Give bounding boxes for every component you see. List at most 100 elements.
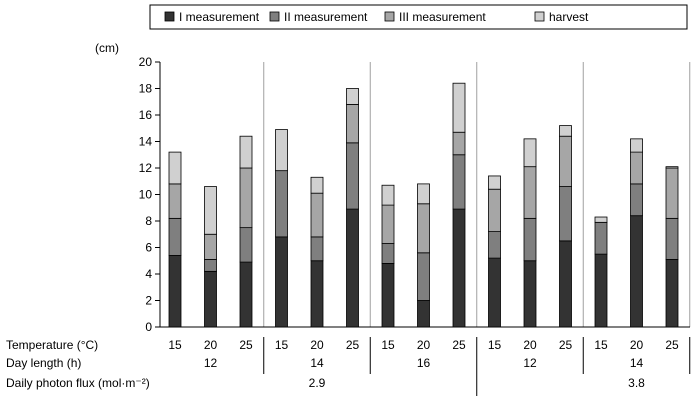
bar-segment bbox=[168, 183, 182, 219]
photon-flux-cell: 3.8 bbox=[628, 376, 645, 390]
bar-segment bbox=[417, 203, 430, 254]
y-tick-label: 16 bbox=[139, 108, 153, 122]
bar-segment bbox=[310, 176, 324, 194]
bar-segment bbox=[381, 204, 395, 244]
temperature-cell: 15 bbox=[381, 338, 395, 352]
bar-segment bbox=[594, 216, 608, 223]
bar-segment bbox=[665, 217, 679, 260]
bar-segment bbox=[488, 257, 501, 328]
temperature-cell: 15 bbox=[488, 338, 502, 352]
day-length-cell: 16 bbox=[417, 356, 431, 370]
bar-segment bbox=[417, 183, 430, 205]
bar-segment bbox=[239, 227, 253, 263]
temperature-cell: 20 bbox=[310, 338, 324, 352]
bar-segment bbox=[665, 166, 679, 169]
y-tick-label: 4 bbox=[145, 267, 152, 281]
bar-segment bbox=[275, 129, 288, 172]
table-row-label: Day length (h) bbox=[6, 356, 81, 370]
temperature-cell: 25 bbox=[239, 338, 253, 352]
bar-segment bbox=[452, 154, 466, 210]
bar-segment bbox=[168, 217, 182, 256]
temperature-cell: 25 bbox=[346, 338, 360, 352]
y-tick-label: 6 bbox=[145, 241, 152, 255]
bar-segment bbox=[275, 236, 288, 328]
bar-segment bbox=[594, 221, 608, 255]
legend-box bbox=[149, 4, 688, 30]
bar-segment bbox=[346, 104, 359, 144]
bar-segment bbox=[310, 260, 324, 328]
bar-segment bbox=[310, 192, 324, 238]
temperature-cell: 20 bbox=[204, 338, 218, 352]
y-tick-label: 20 bbox=[139, 55, 153, 69]
legend-swatch bbox=[164, 11, 175, 22]
bar-segment bbox=[381, 243, 395, 264]
bar-segment bbox=[665, 167, 679, 219]
temperature-cell: 15 bbox=[168, 338, 182, 352]
temperature-cell: 15 bbox=[594, 338, 608, 352]
bar-segment bbox=[452, 208, 466, 328]
bar-segment bbox=[239, 261, 253, 328]
legend-swatch bbox=[269, 11, 280, 22]
bar-segment bbox=[523, 138, 537, 168]
bar-segment bbox=[630, 138, 643, 153]
bar-segment bbox=[275, 170, 288, 238]
temperature-cell: 15 bbox=[275, 338, 289, 352]
temperature-cell: 20 bbox=[523, 338, 537, 352]
bar-segment bbox=[346, 142, 359, 210]
bar-segment bbox=[630, 151, 643, 185]
temperature-cell: 25 bbox=[559, 338, 573, 352]
chart-legend: I measurement II measurement III measureme… bbox=[149, 4, 688, 30]
day-length-cell: 14 bbox=[310, 356, 324, 370]
bars bbox=[168, 82, 679, 328]
bar-segment bbox=[559, 186, 572, 242]
legend-label: III measurement bbox=[399, 10, 486, 24]
bar-segment bbox=[168, 151, 182, 185]
y-tick-label: 10 bbox=[139, 188, 153, 202]
bar-segment bbox=[630, 215, 643, 328]
table-row-label: Daily photon flux (mol·m⁻²) bbox=[6, 376, 150, 390]
legend-label: harvest bbox=[549, 10, 589, 24]
temperature-cell: 20 bbox=[630, 338, 644, 352]
bar-segment bbox=[559, 135, 572, 187]
bar-segment bbox=[417, 300, 430, 328]
legend-swatch bbox=[384, 11, 395, 22]
bar-segment bbox=[239, 135, 253, 169]
bar-segment bbox=[488, 231, 501, 259]
bar-segment bbox=[204, 259, 217, 272]
day-length-cell: 14 bbox=[630, 356, 644, 370]
bar-segment bbox=[452, 82, 466, 133]
y-tick-label: 2 bbox=[145, 294, 152, 308]
bar-segment bbox=[381, 184, 395, 206]
bar-segment bbox=[665, 259, 679, 328]
bar-segment bbox=[310, 236, 324, 262]
y-tick-label: 8 bbox=[145, 214, 152, 228]
bar-segment bbox=[523, 217, 537, 262]
temperature-cell: 25 bbox=[665, 338, 679, 352]
temperature-cell: 20 bbox=[417, 338, 431, 352]
bar-segment bbox=[559, 240, 572, 328]
y-tick-label: 18 bbox=[139, 82, 153, 96]
bar-segment bbox=[630, 183, 643, 217]
bar-segment bbox=[346, 208, 359, 328]
bar-segment bbox=[204, 270, 217, 328]
bar-segment bbox=[559, 125, 572, 137]
bar-segment bbox=[204, 233, 217, 260]
y-tick-label: 12 bbox=[139, 161, 153, 175]
y-axis-unit-label: (cm) bbox=[95, 41, 119, 55]
bar-segment bbox=[204, 186, 217, 235]
bar-segment bbox=[523, 166, 537, 219]
photon-flux-cell: 2.9 bbox=[309, 376, 326, 390]
bar-segment bbox=[168, 255, 182, 328]
bar-segment bbox=[594, 253, 608, 328]
bar-segment bbox=[381, 262, 395, 328]
bar-segment bbox=[452, 131, 466, 156]
bar-segment bbox=[239, 167, 253, 229]
group-separators bbox=[263, 62, 691, 327]
condition-table: Temperature (°C) Day length (h) Daily phot… bbox=[6, 337, 691, 396]
bar-segment bbox=[488, 175, 501, 190]
day-length-cell: 12 bbox=[523, 356, 537, 370]
table-row-label: Temperature (°C) bbox=[6, 338, 98, 352]
legend-label: II measurement bbox=[284, 10, 368, 24]
temperature-cell: 25 bbox=[452, 338, 466, 352]
